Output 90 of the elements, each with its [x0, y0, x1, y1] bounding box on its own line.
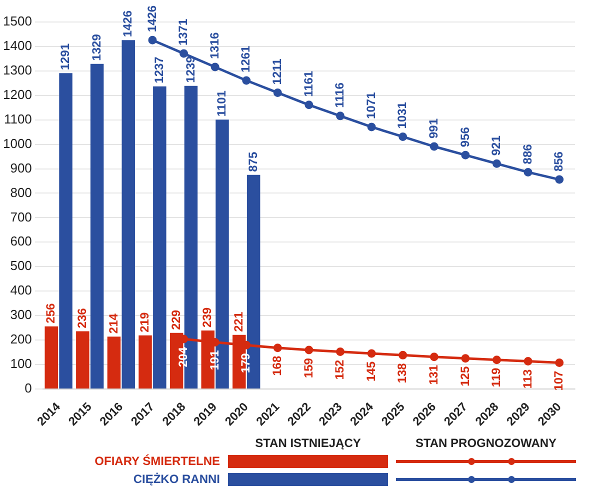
data-label: 1161 — [301, 70, 316, 97]
data-label: 239 — [200, 307, 214, 328]
y-tick-label: 1400 — [3, 38, 32, 54]
bar — [44, 326, 58, 388]
point — [430, 142, 438, 151]
text: CIĘŻKO RANNI — [132, 472, 220, 486]
y-tick-label: 0 — [24, 380, 32, 396]
point — [304, 346, 314, 354]
point — [492, 159, 502, 168]
point — [367, 349, 376, 358]
data-label: 145 — [364, 361, 378, 382]
bar — [138, 335, 152, 388]
data-label: 107 — [552, 370, 566, 391]
text: STAN PROGNOZOWANY — [414, 436, 558, 450]
point — [304, 100, 314, 110]
data-label: 119 — [489, 368, 504, 388]
point — [210, 62, 220, 72]
point — [524, 357, 532, 366]
data-label: 219 — [138, 312, 152, 332]
data-label: 1101 — [214, 90, 229, 117]
y-tick-label: 900 — [10, 160, 32, 176]
point — [273, 88, 282, 97]
point — [555, 175, 564, 184]
data-label: 1116 — [332, 82, 347, 108]
data-label: 256 — [44, 302, 58, 324]
y-tick-label: 200 — [10, 332, 32, 347]
data-label: 1211 — [270, 58, 284, 85]
data-label: 1071 — [364, 92, 378, 119]
data-label: 138 — [395, 362, 410, 384]
point — [430, 352, 438, 362]
y-tick-label: 1000 — [3, 136, 32, 151]
bar — [107, 336, 121, 388]
text: STAN ISTNIEJĄCY — [254, 436, 362, 450]
point — [461, 150, 470, 160]
data-label: 152 — [332, 359, 347, 380]
data-label: 1316 — [207, 32, 222, 60]
data-label: 1329 — [89, 34, 104, 61]
data-label: 991 — [426, 118, 440, 139]
point — [148, 36, 157, 44]
data-label: 221 — [231, 312, 246, 332]
bar — [76, 331, 90, 388]
point — [273, 344, 282, 352]
data-label: 1261 — [238, 45, 253, 72]
point — [242, 76, 251, 85]
data-label: 1237 — [152, 56, 166, 84]
data-label: 886 — [520, 144, 534, 164]
data-label: 1426 — [120, 10, 135, 38]
y-tick-label: 600 — [10, 234, 32, 249]
y-tick-label: 1200 — [3, 86, 32, 102]
bar — [122, 40, 135, 388]
data-label: 875 — [246, 152, 260, 172]
data-label: 236 — [74, 308, 89, 328]
point — [180, 49, 188, 58]
data-label: 159 — [301, 358, 316, 378]
data-label: 131 — [426, 364, 440, 385]
data-label: 921 — [489, 135, 504, 156]
point — [492, 356, 502, 364]
y-tick-label: 500 — [10, 258, 32, 274]
data-label: 113 — [520, 368, 534, 389]
data-label: 1291 — [58, 43, 72, 70]
data-label: 168 — [270, 356, 284, 376]
data-label: 204 — [176, 346, 190, 368]
y-tick-label: 300 — [10, 307, 32, 322]
point — [555, 358, 564, 368]
y-tick-label: 800 — [10, 184, 32, 200]
bar — [59, 73, 72, 388]
y-tick-label: 1300 — [3, 62, 32, 78]
point — [336, 112, 345, 120]
point — [524, 168, 532, 176]
bar — [90, 64, 104, 388]
bar — [153, 86, 166, 388]
point — [367, 122, 376, 132]
point — [398, 132, 408, 141]
data-label: 214 — [106, 313, 120, 334]
data-label: 1031 — [395, 102, 410, 129]
data-label: 229 — [168, 310, 183, 330]
data-label: 1426 — [144, 5, 159, 32]
data-label: 856 — [552, 151, 566, 172]
point — [461, 354, 470, 363]
y-tick-label: 400 — [10, 282, 32, 298]
data-label: 1371 — [176, 18, 190, 46]
y-tick-label: 100 — [10, 356, 32, 372]
data-label: 956 — [458, 126, 472, 148]
y-tick-label: 700 — [10, 209, 32, 224]
y-tick-label: 1100 — [4, 111, 32, 126]
point — [398, 350, 408, 360]
data-label: 125 — [458, 366, 472, 386]
point — [336, 348, 345, 356]
text: OFIARY ŚMIERTELNE — [94, 454, 220, 468]
y-tick-label: 1500 — [3, 14, 32, 29]
